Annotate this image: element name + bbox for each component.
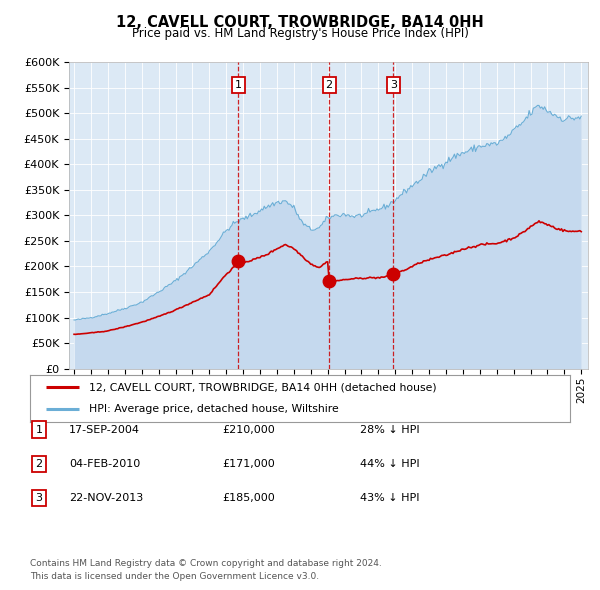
Text: Price paid vs. HM Land Registry's House Price Index (HPI): Price paid vs. HM Land Registry's House …	[131, 27, 469, 40]
Text: This data is licensed under the Open Government Licence v3.0.: This data is licensed under the Open Gov…	[30, 572, 319, 581]
Text: Contains HM Land Registry data © Crown copyright and database right 2024.: Contains HM Land Registry data © Crown c…	[30, 559, 382, 568]
Text: £185,000: £185,000	[222, 493, 275, 503]
Text: 2: 2	[35, 459, 43, 468]
Text: 3: 3	[390, 80, 397, 90]
Text: 28% ↓ HPI: 28% ↓ HPI	[360, 425, 419, 434]
Text: 2: 2	[326, 80, 333, 90]
Text: 12, CAVELL COURT, TROWBRIDGE, BA14 0HH (detached house): 12, CAVELL COURT, TROWBRIDGE, BA14 0HH (…	[89, 382, 437, 392]
Text: 1: 1	[235, 80, 242, 90]
Text: 3: 3	[35, 493, 43, 503]
Text: HPI: Average price, detached house, Wiltshire: HPI: Average price, detached house, Wilt…	[89, 404, 339, 414]
Text: £171,000: £171,000	[222, 459, 275, 468]
Text: 1: 1	[35, 425, 43, 434]
Text: £210,000: £210,000	[222, 425, 275, 434]
Text: 17-SEP-2004: 17-SEP-2004	[69, 425, 140, 434]
Text: 12, CAVELL COURT, TROWBRIDGE, BA14 0HH: 12, CAVELL COURT, TROWBRIDGE, BA14 0HH	[116, 15, 484, 30]
Text: 22-NOV-2013: 22-NOV-2013	[69, 493, 143, 503]
Text: 43% ↓ HPI: 43% ↓ HPI	[360, 493, 419, 503]
Text: 44% ↓ HPI: 44% ↓ HPI	[360, 459, 419, 468]
Text: 04-FEB-2010: 04-FEB-2010	[69, 459, 140, 468]
